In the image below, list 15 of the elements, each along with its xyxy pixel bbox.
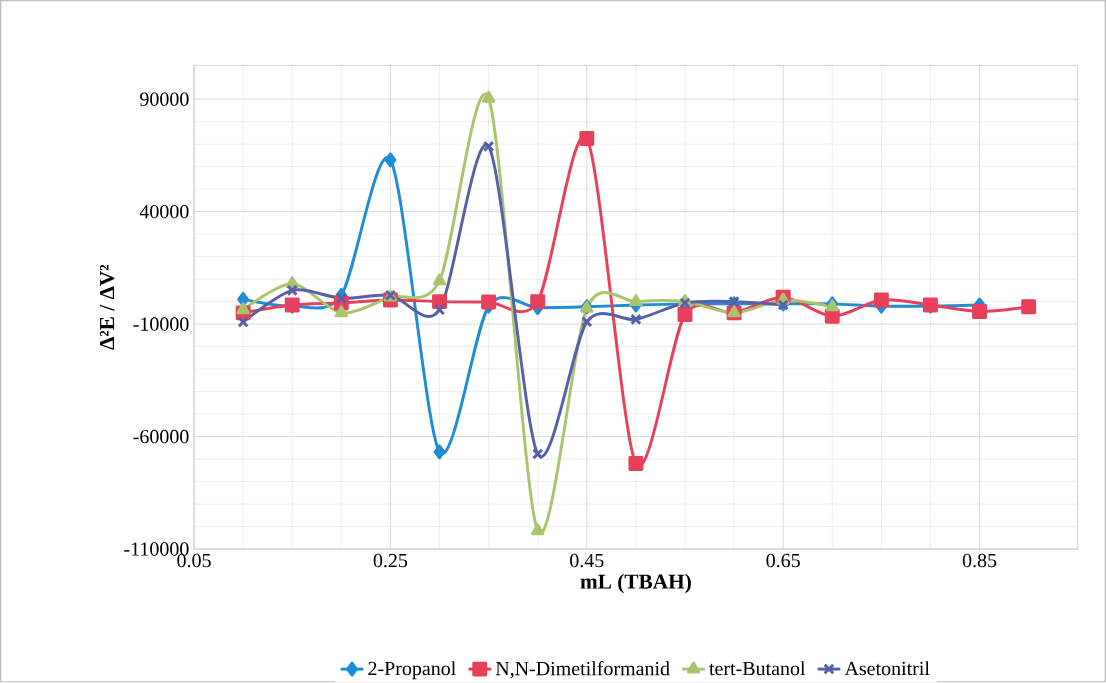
y-tick-label: 90000 — [140, 92, 189, 107]
x-axis-title: mL (TBAH) — [580, 574, 691, 594]
legend-label: 2-Propanol — [368, 661, 456, 680]
x-tick-label: 0.05 — [177, 554, 211, 568]
y-axis-title: Δ²E / ΔV² — [99, 265, 115, 351]
x-tick-label: 0.45 — [570, 554, 604, 568]
y-tick-label: -60000 — [133, 430, 189, 444]
legend-label: Asetonitril — [844, 661, 930, 676]
legend-label: N,N-Dimetilformanid — [495, 661, 670, 679]
x-tick-label: 0.85 — [962, 554, 997, 568]
x-tick-label: 0.25 — [373, 554, 408, 568]
legend-label: tert-Butanol — [709, 661, 806, 676]
y-tick-label: 40000 — [139, 205, 189, 219]
y-tick-label: -10000 — [133, 317, 189, 332]
x-tick-label: 0.65 — [766, 554, 800, 568]
